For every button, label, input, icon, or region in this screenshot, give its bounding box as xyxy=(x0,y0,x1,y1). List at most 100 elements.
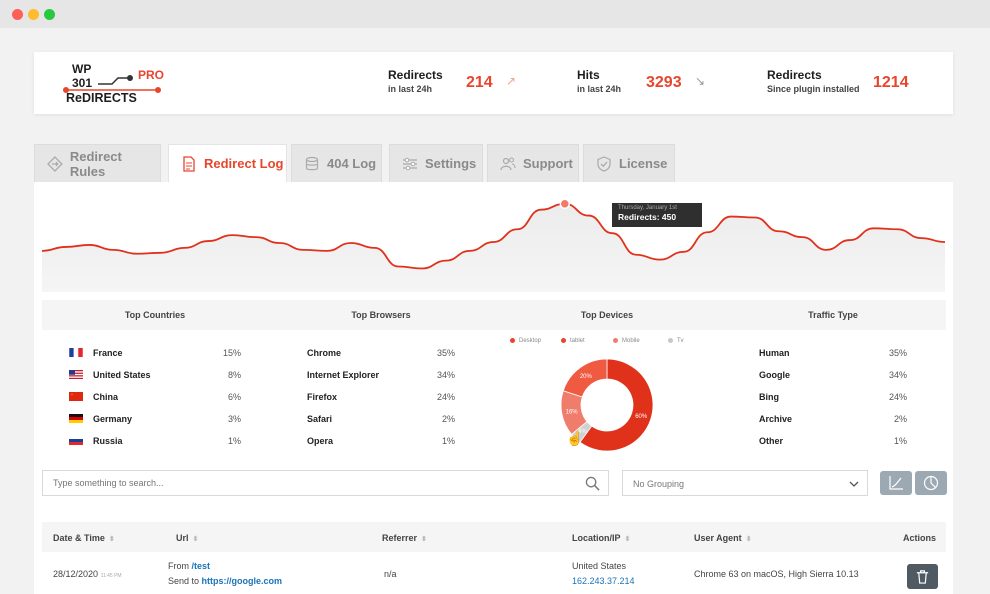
column-header-referrer[interactable]: Referrer ⬍ xyxy=(382,533,427,543)
legend-item-mobile: Mobile xyxy=(613,338,640,344)
stat-redirects-total: Redirects Since plugin installed 1214 xyxy=(767,68,909,94)
tab-settings[interactable]: Settings xyxy=(389,144,483,182)
logo-text-pro: PRO xyxy=(138,68,164,82)
country-name: France xyxy=(93,348,123,358)
pie-chart-toggle-button[interactable] xyxy=(915,471,947,495)
tab-label: Redirect Rules xyxy=(69,148,122,179)
sliders-icon xyxy=(403,157,417,170)
search-input[interactable] xyxy=(43,471,563,495)
donut-label-tv: 4% xyxy=(578,429,587,435)
column-header-url[interactable]: Url ⬍ xyxy=(176,533,199,543)
legend-item-tv: Tv xyxy=(668,338,684,344)
browser-name: Internet Explorer xyxy=(307,370,380,380)
legend-item-tablet: tablet xyxy=(561,338,585,344)
browser-pct: 24% xyxy=(436,392,455,402)
sort-icon: ⬍ xyxy=(624,536,631,543)
traffic-name: Archive xyxy=(759,414,793,424)
tab-license[interactable]: License xyxy=(583,144,675,182)
header-card: WP 301 ReDIRECTS PRO Redirects in last 2… xyxy=(34,52,953,114)
legend-swatch xyxy=(613,338,618,343)
document-icon xyxy=(183,155,195,172)
chart-series-line xyxy=(41,202,946,270)
browser-pct: 1% xyxy=(441,436,455,446)
row-location: United States xyxy=(572,561,627,571)
stat-value: 214 xyxy=(466,74,493,91)
traffic-type-heading: Traffic Type xyxy=(808,310,858,320)
column-header-date[interactable]: Date & Time ⬍ xyxy=(53,533,115,543)
france-flag-icon xyxy=(69,348,83,357)
tab-label: Support xyxy=(523,156,573,171)
traffic-pct: 34% xyxy=(888,370,907,380)
donut-slice-tablet[interactable] xyxy=(562,358,608,398)
traffic-pct: 35% xyxy=(888,348,907,358)
tab-redirect-log[interactable]: Redirect Log xyxy=(168,144,287,182)
traffic-name: Human xyxy=(759,348,790,358)
maximize-window-button[interactable] xyxy=(44,9,55,20)
delete-row-button[interactable] xyxy=(907,564,938,589)
tab-label: Settings xyxy=(425,156,477,171)
from-label: From xyxy=(168,561,189,571)
tab-404-log[interactable]: 404 Log xyxy=(291,144,382,182)
country-pct: 15% xyxy=(222,348,241,358)
stats-header: Top Countries Top Browsers Top Devices T… xyxy=(42,300,946,330)
search-box xyxy=(42,470,609,496)
row-time: 11:45 PM xyxy=(100,573,122,579)
country-name: United States xyxy=(93,370,151,380)
country-name: Russia xyxy=(93,436,123,446)
donut-label-desktop: 60% xyxy=(635,414,648,420)
send-to-url-link[interactable]: https://google.com xyxy=(201,576,283,586)
chart-highlight-point xyxy=(559,198,571,210)
traffic-name: Other xyxy=(759,436,784,446)
sort-icon: ⬍ xyxy=(108,536,115,543)
top-devices-heading: Top Devices xyxy=(580,310,634,320)
diamond-arrows-icon xyxy=(47,155,63,172)
browser-name: Safari xyxy=(307,414,333,424)
close-window-button[interactable] xyxy=(12,9,23,20)
column-header-actions: Actions xyxy=(903,533,937,543)
stat-title: Hits xyxy=(577,68,600,82)
trash-icon xyxy=(916,570,929,584)
tooltip-value: Redirects: 450 xyxy=(618,212,677,222)
line-chart-toggle-button[interactable] xyxy=(880,471,912,495)
minimize-window-button[interactable] xyxy=(28,9,39,20)
column-header-location[interactable]: Location/IP ⬍ xyxy=(572,533,631,543)
tab-support[interactable]: Support xyxy=(487,144,579,182)
sort-icon: ⬍ xyxy=(192,536,199,543)
redirect-log-panel: Thursday, January 1st Redirects: 450 Top… xyxy=(34,182,953,594)
pie-chart-icon xyxy=(923,475,939,491)
column-header-user-agent[interactable]: User Agent ⬍ xyxy=(694,533,752,543)
shield-check-icon xyxy=(597,155,611,172)
tab-redirect-rules[interactable]: Redirect Rules xyxy=(34,144,161,182)
traffic-name: Bing xyxy=(759,392,779,402)
country-pct: 8% xyxy=(227,370,241,380)
row-ip-link[interactable]: 162.243.37.214 xyxy=(572,576,635,586)
china-flag-icon xyxy=(69,392,83,401)
stat-title: Redirects xyxy=(388,68,443,82)
browser-pct: 2% xyxy=(441,414,455,424)
country-pct: 6% xyxy=(227,392,241,402)
donut-slice-desktop[interactable] xyxy=(579,358,654,452)
chart-tooltip: Thursday, January 1st Redirects: 450 xyxy=(612,203,702,227)
country-pct: 1% xyxy=(227,436,241,446)
grouping-select[interactable]: No Grouping xyxy=(622,470,868,496)
app-content: WP 301 ReDIRECTS PRO Redirects in last 2… xyxy=(0,28,990,594)
russia-flag-icon xyxy=(69,436,83,445)
search-icon[interactable] xyxy=(585,476,600,491)
trend-up-icon: ↗ xyxy=(506,74,517,88)
line-chart-svg xyxy=(41,198,946,292)
devices-donut-chart: 60% 4% 16% 20% xyxy=(560,358,654,452)
row-from: From /test xyxy=(168,561,210,571)
tab-label: Redirect Log xyxy=(204,156,284,171)
from-url-link[interactable]: /test xyxy=(191,561,211,571)
country-name: Germany xyxy=(93,414,133,424)
logo-text-redirects: ReDIRECTS xyxy=(66,91,137,105)
logo-text-wp: WP xyxy=(72,62,91,76)
sort-icon: ⬍ xyxy=(745,536,752,543)
row-date: 28/12/2020 11:45 PM xyxy=(53,569,122,579)
country-pct: 3% xyxy=(227,414,241,424)
browser-pct: 35% xyxy=(436,348,455,358)
grouping-selected-value: No Grouping xyxy=(633,479,685,489)
logo-text-301: 301 xyxy=(72,76,92,90)
legend-item-desktop: Desktop xyxy=(510,338,541,344)
stat-value: 1214 xyxy=(873,74,909,91)
